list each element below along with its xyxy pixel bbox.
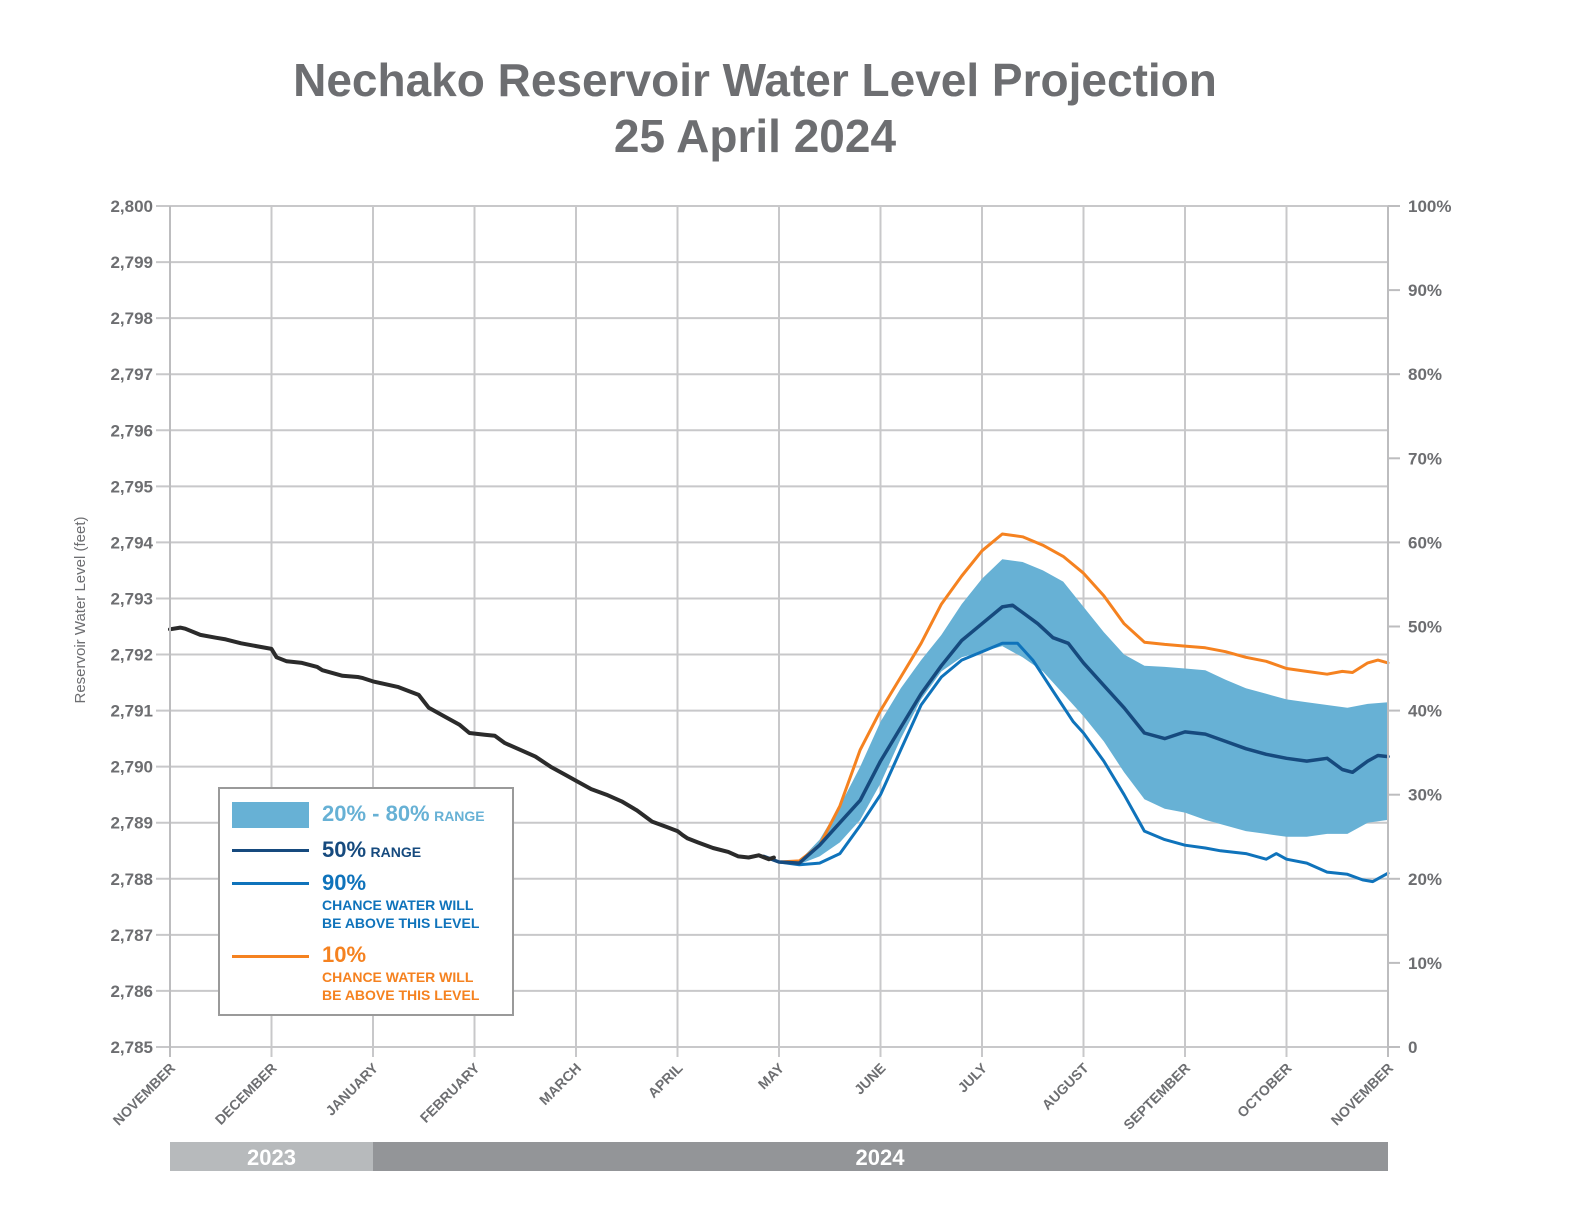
y2-tick-label: 90% bbox=[1408, 281, 1442, 300]
y-tick-label: 2,799 bbox=[110, 253, 153, 272]
year-band-2023 bbox=[170, 1142, 373, 1171]
y-axis-label: Reservoir Water Level (feet) bbox=[72, 516, 89, 703]
x-tick-label: NOVEMBER bbox=[110, 1060, 179, 1129]
year-bar: 2023 2024 bbox=[170, 1142, 1388, 1171]
y2-tick-label: 0 bbox=[1408, 1038, 1417, 1057]
y-tick-label: 2,791 bbox=[110, 702, 153, 721]
y2-tick-label: 20% bbox=[1408, 870, 1442, 889]
legend-swatch-p50 bbox=[232, 849, 309, 852]
x-tick-label: APRIL bbox=[645, 1059, 686, 1100]
x-tick-label: MARCH bbox=[536, 1060, 584, 1108]
y-tick-label: 2,797 bbox=[110, 365, 153, 384]
y2-tick-label: 30% bbox=[1408, 786, 1442, 805]
x-axis-ticks: NOVEMBER DECEMBER JANUARY FEBRUARY MARCH APRI… bbox=[110, 1059, 1397, 1132]
y2-tick-label: 10% bbox=[1408, 954, 1442, 973]
series-line-observed bbox=[168, 625, 776, 862]
band-layer bbox=[763, 559, 1388, 865]
axes bbox=[169, 206, 1389, 1057]
series-line-90pct bbox=[762, 641, 1390, 884]
year-band-2024 bbox=[373, 1142, 1388, 1171]
legend-item-band: 20% - 80% RANGE bbox=[322, 801, 485, 827]
legend-p50-suffix: RANGE bbox=[370, 844, 422, 860]
band-20-80 bbox=[763, 559, 1388, 865]
legend-band-main: 20% - 80% bbox=[322, 801, 430, 826]
y-tick-label: 2,788 bbox=[110, 870, 153, 889]
x-tick-label: AUGUST bbox=[1038, 1060, 1091, 1113]
y-tick-label: 2,795 bbox=[110, 477, 153, 496]
year-label: 2024 bbox=[856, 1145, 906, 1170]
chart-subtitle: 25 April 2024 bbox=[613, 110, 897, 162]
legend-swatch-p10 bbox=[232, 955, 309, 958]
y2-tick-label: 70% bbox=[1408, 449, 1442, 468]
y-tick-label: 2,790 bbox=[110, 758, 153, 777]
x-tick-label: OCTOBER bbox=[1234, 1060, 1295, 1121]
y2-tick-label: 100% bbox=[1408, 197, 1451, 216]
legend-p90-line1: CHANCE WATER WILL bbox=[322, 897, 474, 913]
legend-band-suffix: RANGE bbox=[434, 808, 485, 824]
series-line-10pct bbox=[762, 532, 1390, 864]
x-tick-label: MAY bbox=[755, 1059, 788, 1092]
y-tick-label: 2,792 bbox=[110, 646, 153, 665]
legend-item-p90: 90% CHANCE WATER WILL BE ABOVE THIS LEVE… bbox=[322, 870, 479, 932]
y-tick-label: 2,789 bbox=[110, 814, 153, 833]
series-line-50pct bbox=[762, 603, 1390, 865]
x-tick-label: JUNE bbox=[851, 1060, 889, 1098]
y-tick-label: 2,785 bbox=[110, 1038, 153, 1057]
x-tick-label: JULY bbox=[954, 1059, 990, 1095]
legend-p10-line1: CHANCE WATER WILL bbox=[322, 969, 474, 985]
legend-p90-main: 90% bbox=[322, 870, 367, 895]
legend-item-p50: 50% RANGE bbox=[322, 837, 421, 863]
y2-tick-label: 60% bbox=[1408, 533, 1442, 552]
y-tick-label: 2,794 bbox=[110, 533, 153, 552]
legend-p10-main: 10% bbox=[322, 942, 367, 967]
y-tick-label: 2,787 bbox=[110, 926, 153, 945]
legend-item-p10: 10% CHANCE WATER WILL BE ABOVE THIS LEVE… bbox=[322, 942, 479, 1004]
legend-swatch-p90 bbox=[232, 882, 309, 885]
x-tick-label: JANUARY bbox=[322, 1059, 381, 1118]
legend-swatch-band bbox=[232, 802, 309, 828]
y2-tick-label: 80% bbox=[1408, 365, 1442, 384]
year-label: 2023 bbox=[247, 1145, 296, 1170]
y2-axis-ticks: 0 10% 20% 30% 40% 50% 60% 70% 80% 90% 100% bbox=[1388, 197, 1451, 1057]
y-tick-label: 2,800 bbox=[110, 197, 153, 216]
chart-title-main: Nechako Reservoir Water Level Projection bbox=[293, 54, 1217, 106]
x-tick-label: FEBRUARY bbox=[417, 1059, 483, 1125]
legend-p90-line2: BE ABOVE THIS LEVEL bbox=[322, 915, 480, 931]
x-tick-label: NOVEMBER bbox=[1328, 1060, 1397, 1129]
legend-p50-main: 50% bbox=[322, 837, 367, 862]
legend: 20% - 80% RANGE 50% RANGE 90% CHANCE WAT… bbox=[218, 787, 514, 1016]
chart-title: Nechako Reservoir Water Level Projection… bbox=[0, 52, 1510, 164]
x-tick-label: DECEMBER bbox=[212, 1060, 280, 1128]
y-tick-label: 2,793 bbox=[110, 589, 153, 608]
y-axis-ticks: 2,785 2,786 2,787 2,788 2,789 2,790 2,791 2,792… bbox=[110, 197, 153, 1057]
y2-tick-label: 40% bbox=[1408, 702, 1442, 721]
y-tick-label: 2,786 bbox=[110, 982, 153, 1001]
legend-p10-line2: BE ABOVE THIS LEVEL bbox=[322, 987, 480, 1003]
y2-tick-label: 50% bbox=[1408, 618, 1442, 637]
series-lines bbox=[168, 532, 1390, 884]
y-tick-label: 2,798 bbox=[110, 309, 153, 328]
x-tick-label: SEPTEMBER bbox=[1120, 1060, 1193, 1133]
y-tick-label: 2,796 bbox=[110, 421, 153, 440]
